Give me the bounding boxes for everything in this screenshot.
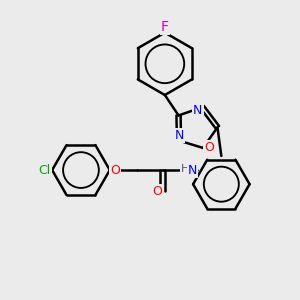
Text: Cl: Cl xyxy=(39,164,51,177)
Text: O: O xyxy=(110,164,120,177)
Text: N: N xyxy=(174,129,184,142)
Text: H: H xyxy=(181,164,189,174)
Text: O: O xyxy=(204,141,214,154)
Text: N: N xyxy=(188,164,197,177)
Text: F: F xyxy=(161,20,169,34)
Text: N: N xyxy=(193,104,203,117)
Text: O: O xyxy=(152,185,162,198)
